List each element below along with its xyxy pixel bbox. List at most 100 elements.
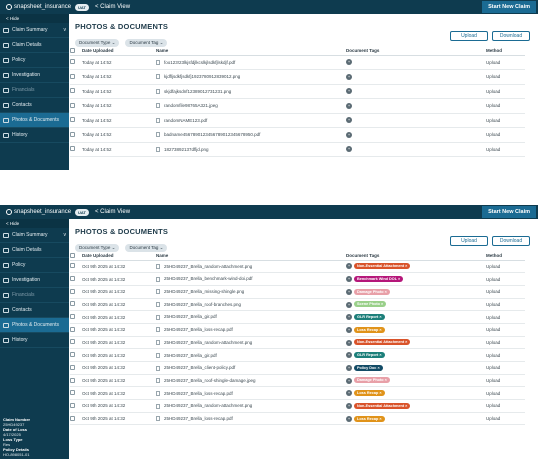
row-checkbox[interactable] (70, 117, 75, 123)
remove-tag-icon[interactable]: × (378, 315, 382, 319)
remove-tag-icon[interactable]: × (378, 391, 382, 396)
add-tag-icon[interactable]: + (346, 364, 352, 371)
remove-tag-icon[interactable]: × (404, 340, 408, 345)
remove-tag-icon[interactable]: × (383, 289, 387, 294)
sidebar-item-claim-summary[interactable]: Claim Summary v (0, 228, 69, 243)
row-checkbox[interactable] (70, 73, 75, 79)
table-row[interactable]: Oct 9th 2025 at 14:32 25HD49237_Brella_ra… (70, 399, 525, 413)
download-button[interactable]: Download (492, 31, 530, 41)
breadcrumb[interactable]: < Claim View (94, 209, 131, 215)
add-tag-icon[interactable]: + (346, 314, 352, 321)
file-name[interactable]: 25HD49237_Brella_random-attachment.png (164, 263, 253, 269)
file-name-cell[interactable]: 25HD49237_Brella_random-attachment.png (156, 336, 346, 350)
col-method[interactable]: Method (486, 47, 525, 56)
sidebar-item-claim-details[interactable]: Claim Details (0, 38, 69, 53)
brand-logo[interactable]: snapsheet_insurance (6, 4, 71, 10)
remove-tag-icon[interactable]: × (376, 365, 380, 370)
document-tag[interactable]: Policy Doc × (354, 364, 383, 371)
col-date-uploaded[interactable]: Date Uploaded (82, 47, 156, 56)
add-tag-icon[interactable]: + (346, 73, 352, 80)
table-row[interactable]: Oct 9th 2025 at 14:32 25HD49237_Brella_mi… (70, 285, 525, 299)
table-row[interactable]: Oct 9th 2025 at 14:32 25HD49237_Brella_ra… (70, 336, 525, 350)
row-checkbox[interactable] (70, 146, 75, 152)
document-tag[interactable]: Scene Photo × (354, 301, 387, 308)
file-name[interactable]: 25HD49237_Brella_gir.pdf (164, 314, 217, 320)
file-name[interactable]: 25HD49237_Brella_missing-shingle.png (164, 289, 245, 295)
document-type-filter[interactable]: Document Type ⌄ (75, 39, 120, 47)
sidebar-item-claim-summary[interactable]: Claim Summary v (0, 23, 69, 38)
add-tag-icon[interactable]: + (346, 88, 352, 95)
file-name-cell[interactable]: 25HD49237_Brella_client-policy.pdf (156, 361, 346, 375)
table-row[interactable]: Oct 9th 2025 at 14:32 25HD49237_Brella_gi… (70, 310, 525, 324)
table-row[interactable]: Today at 14:52 kjdfljsdkfjsdkfj1923780912… (70, 69, 525, 85)
col-document-tags[interactable]: Document Tags (346, 252, 486, 261)
file-name-cell[interactable]: 25HD49237_Brella_random-attachment.png (156, 399, 346, 413)
sidebar-item-contacts[interactable]: Contacts (0, 98, 69, 113)
file-name[interactable]: 25HD49237_Brella_gir.pdf (164, 352, 217, 358)
sidebar-item-history[interactable]: History (0, 128, 69, 143)
col-document-tags[interactable]: Document Tags (346, 47, 486, 56)
add-tag-icon[interactable]: + (346, 102, 352, 109)
file-name[interactable]: foo123!23lkjsfdjlkcslkjlsdkfjlskdjf.pdf (164, 59, 236, 65)
select-all-checkbox[interactable] (70, 252, 75, 258)
file-name[interactable]: 25HD49237_Brella_random-attachment.png (164, 403, 253, 409)
row-checkbox[interactable] (70, 59, 75, 65)
sidebar-item-history[interactable]: History (0, 333, 69, 348)
add-tag-icon[interactable]: + (346, 377, 352, 384)
add-tag-icon[interactable]: + (346, 339, 352, 346)
table-row[interactable]: Oct 9th 2025 at 14:32 25HD49237_Brella_lo… (70, 323, 525, 337)
row-checkbox[interactable] (70, 390, 75, 396)
col-date-uploaded[interactable]: Date Uploaded (82, 252, 156, 261)
file-name-cell[interactable]: 25HD49237_Brella_gir.pdf (156, 310, 346, 324)
file-name[interactable]: 25HD49237_Brella_benchmark-wind-doi.pdf (164, 276, 253, 282)
file-name-cell[interactable]: 25HD49237_Brella_benchmark-wind-doi.pdf (156, 272, 346, 286)
file-name[interactable]: 25HD49237_Brella_loss-recap.pdf (164, 415, 233, 421)
table-row[interactable]: Oct 9th 2025 at 14:32 25HD49237_Brella_lo… (70, 412, 525, 426)
remove-tag-icon[interactable]: × (383, 378, 387, 383)
row-checkbox[interactable] (70, 263, 75, 269)
sidebar-item-investigation[interactable]: Investigation (0, 273, 69, 288)
col-method[interactable]: Method (486, 252, 525, 261)
file-name[interactable]: randomNAME123.pdf (164, 117, 208, 123)
table-row[interactable]: Oct 9th 2025 at 14:32 25HD49237_Brella_ro… (70, 298, 525, 312)
file-name-cell[interactable]: 25HD49237_Brella_loss-recap.pdf (156, 412, 346, 426)
row-checkbox[interactable] (70, 131, 75, 137)
breadcrumb[interactable]: < Claim View (94, 4, 131, 10)
file-name-cell[interactable]: randomNAME123.pdf (156, 113, 346, 128)
row-checkbox[interactable] (70, 102, 75, 108)
add-tag-icon[interactable]: + (346, 326, 352, 333)
row-checkbox[interactable] (70, 88, 75, 94)
remove-tag-icon[interactable]: × (380, 302, 384, 307)
file-name-cell[interactable]: 25HD49237_Brella_gir.pdf (156, 348, 346, 362)
file-name-cell[interactable]: 25HD49237_Brella_roof-branches.png (156, 298, 346, 312)
download-button[interactable]: Download (492, 236, 530, 246)
add-tag-icon[interactable]: + (346, 59, 352, 66)
document-tag-filter[interactable]: Document Tag ⌄ (125, 39, 168, 47)
sidebar-item-contacts[interactable]: Contacts (0, 303, 69, 318)
table-row[interactable]: Oct 9th 2025 at 14:32 25HD49237_Brella_ro… (70, 374, 525, 388)
add-tag-icon[interactable]: + (346, 263, 352, 270)
start-new-claim-button[interactable]: Start New Claim (482, 206, 536, 218)
add-tag-icon[interactable]: + (346, 415, 352, 422)
start-new-claim-button[interactable]: Start New Claim (482, 1, 536, 13)
row-checkbox[interactable] (70, 301, 75, 307)
document-tag[interactable]: Non-Essential Attachment × (354, 339, 411, 346)
table-row[interactable]: Oct 9th 2025 at 14:32 25HD49237_Brella_be… (70, 272, 525, 286)
add-tag-icon[interactable]: + (346, 288, 352, 295)
col-name[interactable]: Name (156, 47, 346, 56)
sidebar-item-investigation[interactable]: Investigation (0, 68, 69, 83)
document-type-filter[interactable]: Document Type ⌄ (75, 244, 120, 252)
row-checkbox[interactable] (70, 314, 75, 320)
add-tag-icon[interactable]: + (346, 276, 352, 283)
file-name-cell[interactable]: kjdfljsdkfjsdkfj1923780912839012.png (156, 69, 346, 85)
table-row[interactable]: Oct 9th 2025 at 14:32 25HD49237_Brella_cl… (70, 361, 525, 375)
file-name[interactable]: 25HD49237_Brella_roof-branches.png (164, 301, 242, 307)
file-name[interactable]: 18273892137dfljd.png (164, 146, 209, 152)
brand-logo[interactable]: snapsheet_insurance (6, 209, 71, 215)
file-name-cell[interactable]: foo123!23lkjsfdjlkcslkjlsdkfjlskdjf.pdf (156, 55, 346, 70)
file-name[interactable]: kjdfljsdkfjsdkfj1923780912839012.png (164, 74, 241, 80)
add-tag-icon[interactable]: + (346, 131, 352, 138)
file-name[interactable]: 25HD49237_Brella_roof-shingle-damage.jpe… (164, 377, 256, 383)
row-checkbox[interactable] (70, 326, 75, 332)
add-tag-icon[interactable]: + (346, 390, 352, 397)
